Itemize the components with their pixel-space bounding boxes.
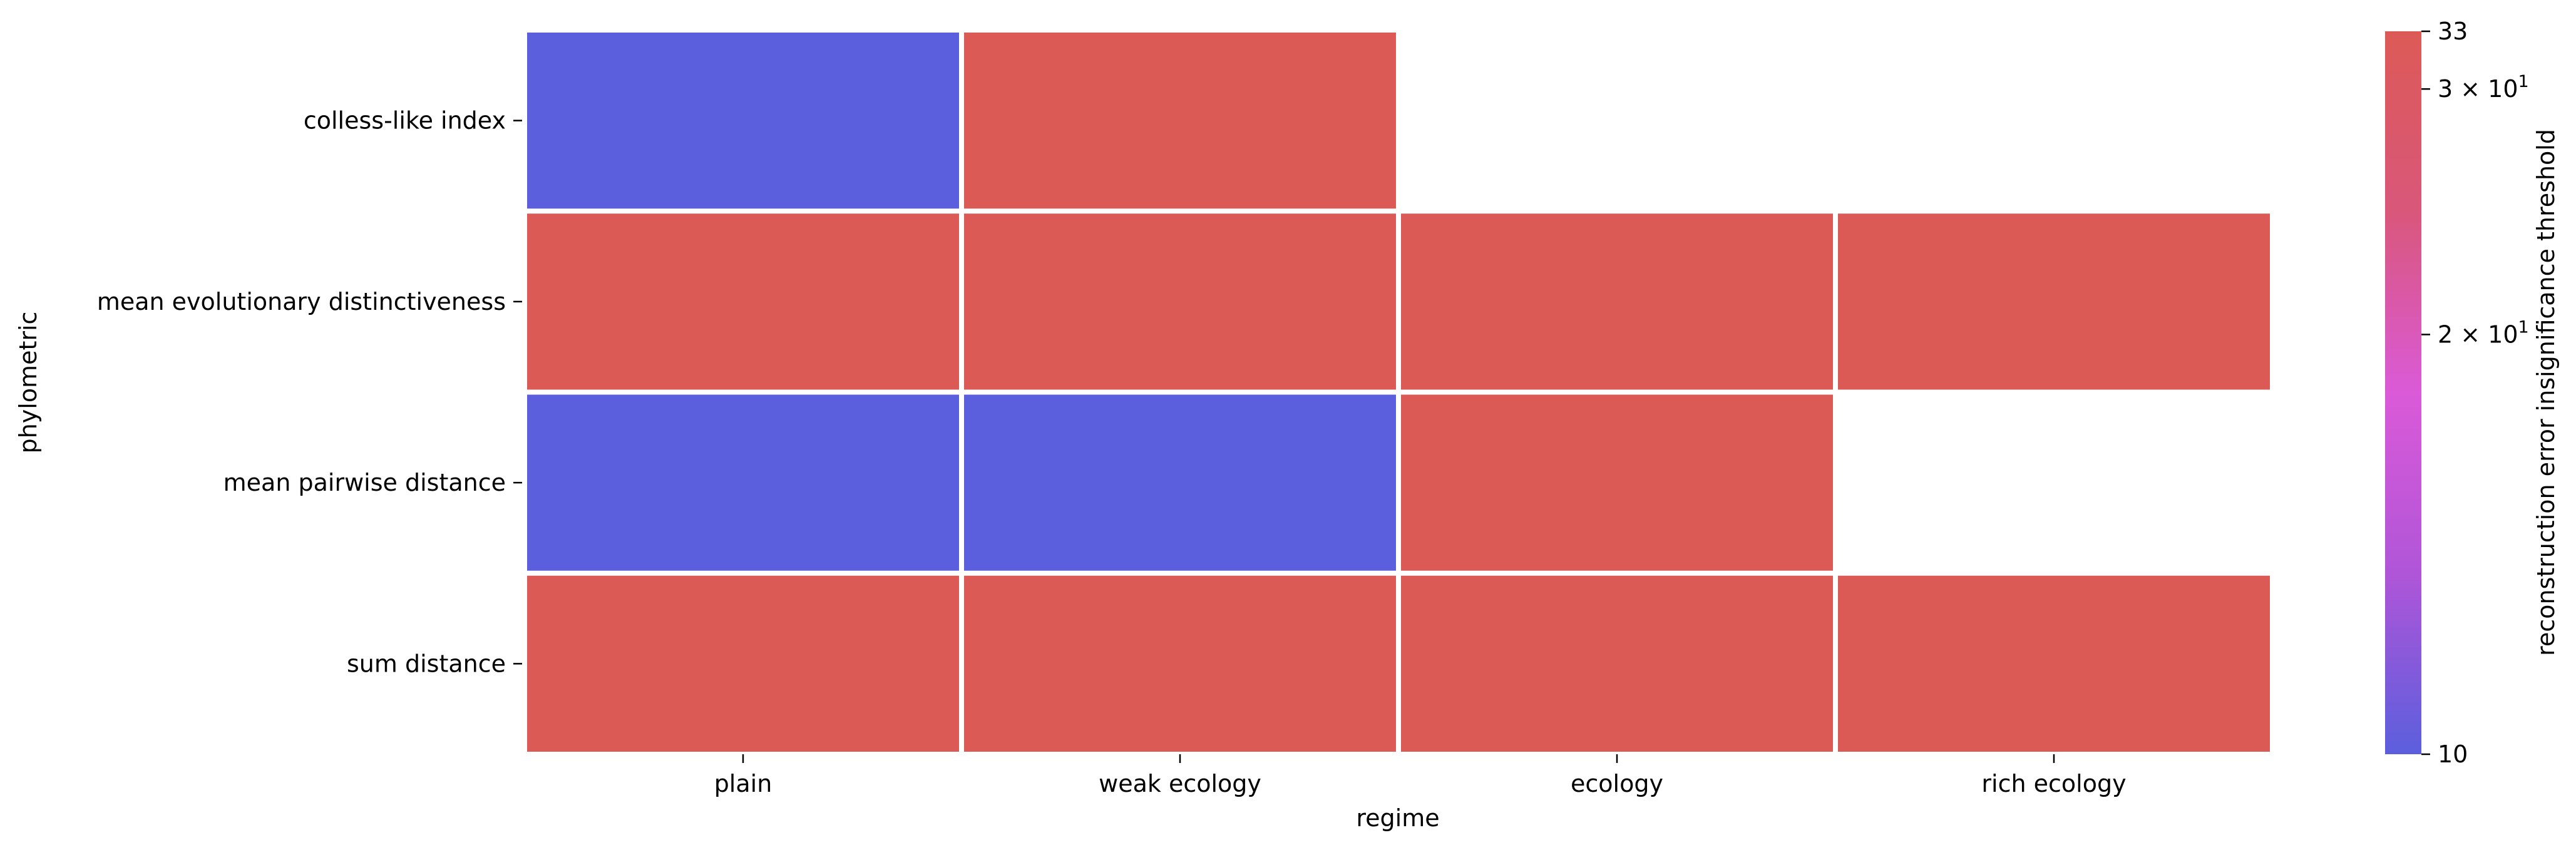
heatmap-cell [1838, 575, 2270, 752]
colorbar-gradient [2385, 31, 2421, 754]
heatmap-cell [1838, 213, 2270, 390]
heatmap-cell [527, 394, 959, 571]
colorbar-tick-label: 2 × 101 [2438, 317, 2529, 348]
heatmap-cells [527, 33, 2270, 752]
heatmap-cell [964, 394, 1396, 571]
colorbar: 33 3 × 101 2 × 101 10 reconstruction error … [2385, 18, 2560, 768]
x-axis-label: regime [1356, 804, 1439, 832]
heatmap-cell [964, 213, 1396, 390]
heatmap-cell [527, 575, 959, 752]
y-tick-label: colless-like index [304, 107, 506, 135]
y-tick-label: sum distance [347, 650, 506, 677]
heatmap-cell [1401, 213, 1833, 390]
y-axis-label: phylometric [14, 312, 42, 454]
x-tick-label: weak ecology [1099, 770, 1261, 797]
y-tick-label: mean pairwise distance [223, 469, 506, 496]
colorbar-tick-label: 3 × 101 [2438, 72, 2529, 103]
colorbar-tick-label: 10 [2438, 740, 2468, 768]
heatmap-cell [964, 575, 1396, 752]
heatmap-cell [1401, 575, 1833, 752]
colorbar-ticks: 33 3 × 101 2 × 101 10 [2421, 18, 2529, 768]
x-axis-ticks: plain weak ecology ecology rich ecology [714, 754, 2127, 797]
colorbar-tick-label: 33 [2438, 18, 2468, 45]
y-tick-label: mean evolutionary distinctiveness [97, 288, 506, 315]
heatmap-cell [527, 33, 959, 209]
heatmap-cell [527, 213, 959, 390]
x-tick-label: ecology [1571, 770, 1663, 797]
x-tick-label: plain [714, 770, 772, 797]
colorbar-label: reconstruction error insignificance thre… [2532, 129, 2560, 656]
x-tick-label: rich ecology [1981, 770, 2126, 797]
heatmap-cell [1401, 394, 1833, 571]
heatmap-cell [964, 33, 1396, 209]
y-axis-ticks: colless-like index mean evolutionary dist… [97, 107, 522, 677]
